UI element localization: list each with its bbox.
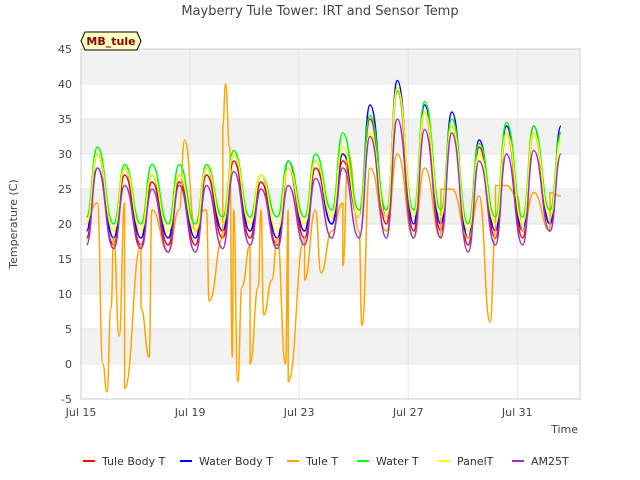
legend-item-tule-t: Tule T [287, 455, 338, 468]
series-line-panelt [85, 86, 562, 232]
y-tick-label: -5 [61, 393, 72, 406]
legend-label: PanelT [457, 455, 494, 468]
plot-bands [81, 49, 580, 364]
plot-band [81, 329, 580, 364]
y-tick-label: 10 [58, 288, 72, 301]
legend-item-am25t: AM25T [512, 455, 569, 468]
legend-label: Water T [376, 455, 419, 468]
y-tick-label: 30 [58, 148, 72, 161]
y-tick-label: 40 [58, 78, 72, 91]
x-tick-label: Jul 15 [65, 406, 97, 419]
x-tick-label: Jul 31 [501, 406, 533, 419]
legend-label: Tule T [305, 455, 338, 468]
y-tick-label: 5 [65, 323, 72, 336]
y-tick-labels: -5 0 5 10 15 20 25 30 35 40 45 [58, 43, 72, 406]
series-line-water-t [85, 90, 562, 225]
chart-title: Mayberry Tule Tower: IRT and Sensor Temp [181, 4, 459, 19]
site-badge-shape [80, 31, 142, 51]
legend-label: Tule Body T [101, 455, 166, 468]
series-lines [85, 79, 562, 393]
legend-label: AM25T [531, 455, 569, 468]
legend: Tule Body T Water Body T Tule T Water T Pane… [83, 455, 569, 468]
y-tick-label: 0 [65, 358, 72, 371]
y-tick-label: 25 [58, 183, 72, 196]
x-tick-label: Jul 19 [174, 406, 206, 419]
legend-item-panelt: PanelT [438, 455, 494, 468]
legend-item-water-body-t: Water Body T [180, 455, 273, 468]
plot-band [81, 119, 580, 154]
y-tick-label: 20 [58, 218, 72, 231]
x-tick-label: Jul 27 [392, 406, 424, 419]
series-line-am25t [85, 118, 562, 253]
x-axis-label: Time [550, 423, 578, 436]
y-tick-label: 35 [58, 113, 72, 126]
site-badge: MB_tule [80, 31, 142, 51]
y-tick-label: 15 [58, 253, 72, 266]
plot-band [81, 259, 580, 294]
site-badge-label: MB_tule [86, 35, 135, 48]
x-tick-labels: Jul 15 Jul 19 Jul 23 Jul 27 Jul 31 [65, 406, 533, 419]
plot-frame [80, 48, 581, 400]
y-tick-label: 45 [58, 43, 72, 56]
x-tick-label: Jul 23 [283, 406, 315, 419]
legend-label: Water Body T [199, 455, 273, 468]
plot-band [81, 49, 580, 84]
legend-item-tule-body-t: Tule Body T [83, 455, 166, 468]
legend-item-water-t: Water T [357, 455, 419, 468]
y-axis-label: Temperature (C) [7, 179, 20, 269]
